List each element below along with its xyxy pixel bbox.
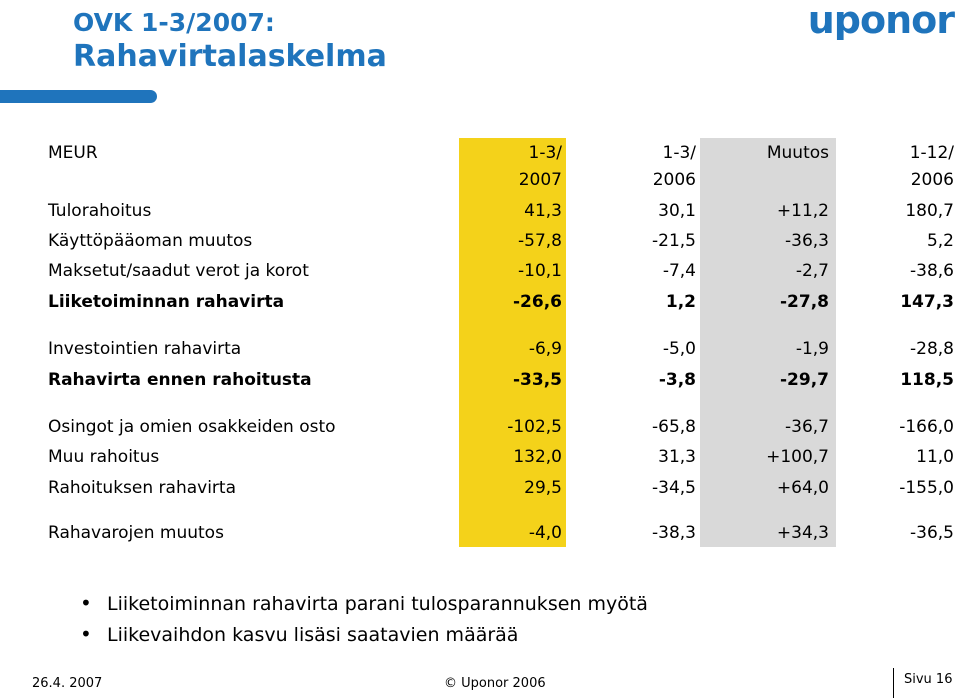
row-value-2006: 31,3 (658, 447, 696, 467)
header-col1-line2: 2007 (518, 170, 562, 190)
uponor-logo: uponor (808, 0, 956, 40)
row-value-change: -29,7 (780, 370, 829, 390)
row-label: Osingot ja omien osakkeiden osto (48, 417, 336, 437)
table-row: Investointien rahavirta -6,9 -5,0 -1,9 -… (0, 336, 960, 362)
row-value-2007: -33,5 (513, 370, 562, 390)
row-value-2007: -57,8 (518, 231, 562, 251)
row-value-change: -2,7 (795, 261, 829, 281)
bullet-item: Liikevaihdon kasvu lisäsi saatavien määr… (80, 619, 648, 650)
table-row: Tulorahoitus 41,3 30,1 +11,2 180,7 (0, 198, 960, 224)
footer-divider (893, 668, 894, 698)
row-value-fy2006: 118,5 (900, 370, 954, 390)
row-label: Rahoituksen rahavirta (48, 478, 236, 498)
change-column-highlight (700, 138, 836, 547)
row-value-2006: -21,5 (652, 231, 696, 251)
header-col2-line1: 1-3/ (662, 143, 697, 163)
row-label: Investointien rahavirta (48, 339, 242, 359)
footer-copyright: © Uponor 2006 (444, 676, 546, 691)
row-value-2007: -10,1 (518, 261, 562, 281)
row-value-2006: -3,8 (658, 370, 696, 390)
table-row: Maksetut/saadut verot ja korot -10,1 -7,… (0, 258, 960, 284)
header-col4-line2: 2006 (910, 170, 954, 190)
row-value-change: +34,3 (776, 523, 829, 543)
slide-title-line1: OVK 1-3/2007: (73, 8, 275, 37)
bullet-item: Liiketoiminnan rahavirta parani tulospar… (80, 588, 648, 619)
row-value-2006: 30,1 (658, 201, 696, 221)
row-value-2006: 1,2 (665, 292, 696, 312)
row-value-2007: -4,0 (528, 523, 562, 543)
header-meur: MEUR (48, 143, 98, 163)
table-row: Rahoituksen rahavirta 29,5 -34,5 +64,0 -… (0, 475, 960, 501)
row-label: Tulorahoitus (48, 201, 152, 221)
current-period-highlight (459, 138, 566, 547)
row-value-change: -27,8 (780, 292, 829, 312)
header-col4-line1: 1-12/ (909, 143, 954, 163)
table-header-row-1: MEUR 1-3/ 1-3/ Muutos 1-12/ (0, 140, 960, 166)
logo-text: uponor (808, 0, 956, 40)
header-col3-line1: Muutos (766, 143, 829, 163)
row-value-2006: -34,5 (652, 478, 696, 498)
row-label: Käyttöpääoman muutos (48, 231, 253, 251)
row-value-fy2006: -166,0 (899, 417, 954, 437)
row-value-2007: -26,6 (513, 292, 562, 312)
table-header-row-2: 2007 2006 2006 (0, 167, 960, 193)
row-label: Rahavarojen muutos (48, 523, 224, 543)
table-row-subtotal: Liiketoiminnan rahavirta -26,6 1,2 -27,8… (0, 289, 960, 315)
table-row: Rahavarojen muutos -4,0 -38,3 +34,3 -36,… (0, 520, 960, 546)
row-value-fy2006: 11,0 (916, 447, 954, 467)
row-value-change: -1,9 (795, 339, 829, 359)
row-value-2007: -102,5 (507, 417, 562, 437)
row-value-2006: -7,4 (662, 261, 696, 281)
table-row: Muu rahoitus 132,0 31,3 +100,7 11,0 (0, 444, 960, 470)
header-col2-line2: 2006 (652, 170, 696, 190)
row-value-fy2006: 5,2 (926, 231, 954, 251)
row-value-change: +100,7 (766, 447, 829, 467)
row-value-2007: 41,3 (524, 201, 562, 221)
row-value-2006: -65,8 (652, 417, 696, 437)
row-value-change: -36,7 (785, 417, 829, 437)
title-accent-bar (0, 90, 157, 103)
header-col1-line1: 1-3/ (528, 143, 563, 163)
row-value-fy2006: -155,0 (899, 478, 954, 498)
row-value-2007: -6,9 (528, 339, 562, 359)
row-value-change: +11,2 (776, 201, 829, 221)
row-label: Maksetut/saadut verot ja korot (48, 261, 309, 281)
row-value-2007: 132,0 (513, 447, 562, 467)
row-label: Muu rahoitus (48, 447, 160, 467)
row-value-fy2006: 180,7 (905, 201, 954, 221)
row-value-fy2006: -28,8 (910, 339, 954, 359)
row-value-2006: -5,0 (662, 339, 696, 359)
row-label: Rahavirta ennen rahoitusta (48, 370, 312, 390)
row-value-fy2006: -38,6 (910, 261, 954, 281)
slide-title-line2: Rahavirtalaskelma (73, 39, 387, 74)
table-row-subtotal: Rahavirta ennen rahoitusta -33,5 -3,8 -2… (0, 367, 960, 393)
row-value-change: -36,3 (785, 231, 829, 251)
table-row: Käyttöpääoman muutos -57,8 -21,5 -36,3 5… (0, 228, 960, 254)
row-label: Liiketoiminnan rahavirta (48, 292, 285, 312)
row-value-fy2006: -36,5 (910, 523, 954, 543)
table-row: Osingot ja omien osakkeiden osto -102,5 … (0, 414, 960, 440)
row-value-2007: 29,5 (524, 478, 562, 498)
row-value-fy2006: 147,3 (900, 292, 954, 312)
row-value-2006: -38,3 (652, 523, 696, 543)
row-value-change: +64,0 (776, 478, 829, 498)
footer-page-number: Sivu 16 (904, 672, 953, 687)
bullet-list: Liiketoiminnan rahavirta parani tulospar… (80, 588, 648, 650)
footer-date: 26.4. 2007 (32, 676, 103, 691)
